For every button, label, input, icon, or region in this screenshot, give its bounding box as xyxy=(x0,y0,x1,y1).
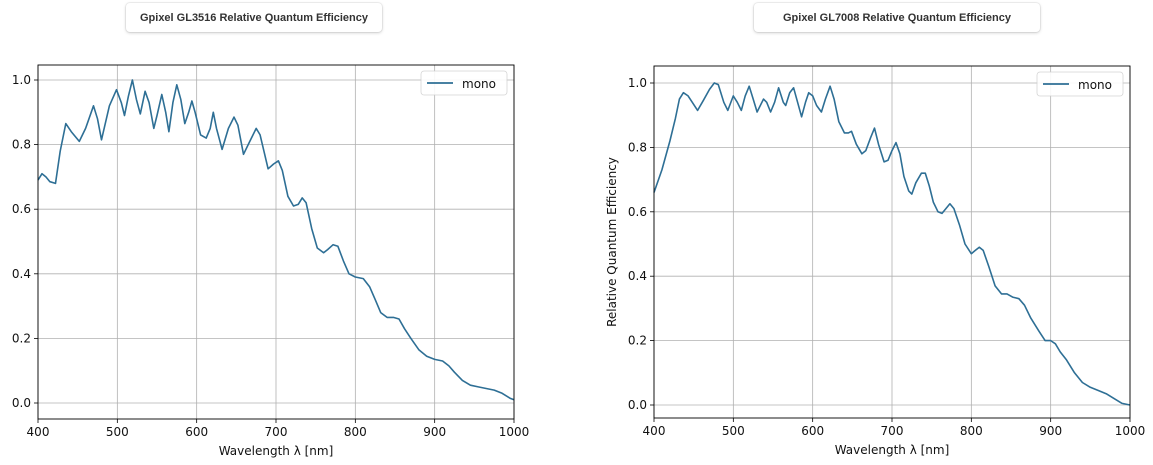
y-tick-label: 0.8 xyxy=(628,140,647,154)
y-tick-label: 0.6 xyxy=(628,205,647,219)
y-tick-label: 0.8 xyxy=(12,138,31,152)
x-axis-label: Wavelength λ [nm] xyxy=(835,443,950,457)
chart-1: 400 500 600 700 800 900 1000 0.0 0.2 0.4 0.6 0.8 1.0… xyxy=(605,65,1146,457)
x-tick-label: 400 xyxy=(643,424,666,438)
chart-title-left: Gpixel GL3516 Relative Quantum Efficienc… xyxy=(126,3,382,32)
legend: mono xyxy=(1036,71,1124,97)
x-tick-label: 600 xyxy=(801,424,824,438)
y-tick-label: 1.0 xyxy=(628,76,647,90)
x-tick-label: 400 xyxy=(27,425,50,439)
x-tick-label: 800 xyxy=(960,424,983,438)
y-tick-label: 1.0 xyxy=(12,73,31,87)
chart-0: 400 500 600 700 800 900 1000 0.0 0.2 0.4 0.6 0.8 1.0… xyxy=(12,64,530,458)
y-tick-label: 0.4 xyxy=(628,269,647,283)
y-tick-label: 0.4 xyxy=(12,267,31,281)
chart-title-right: Gpixel GL7008 Relative Quantum Efficienc… xyxy=(754,3,1040,32)
y-tick-label: 0.6 xyxy=(12,202,31,216)
plot-frame xyxy=(37,64,515,420)
series-line-mono xyxy=(653,82,1131,406)
x-tick-label: 1000 xyxy=(499,425,530,439)
plot-frame xyxy=(653,65,1131,419)
x-tick-label: 700 xyxy=(265,425,288,439)
y-tick-label: 0.0 xyxy=(12,396,31,410)
y-tick-label: 0.2 xyxy=(628,334,647,348)
x-axis-label: Wavelength λ [nm] xyxy=(219,444,334,458)
y-tick-label: 0.2 xyxy=(12,331,31,345)
x-tick-label: 600 xyxy=(185,425,208,439)
x-tick-label: 900 xyxy=(1039,424,1062,438)
legend-box xyxy=(420,70,508,96)
legend-label: mono xyxy=(462,77,496,91)
legend: mono xyxy=(420,70,508,96)
x-tick-label: 1000 xyxy=(1115,424,1146,438)
x-tick-label: 900 xyxy=(423,425,446,439)
y-tick-label: 0.0 xyxy=(628,398,647,412)
x-tick-label: 700 xyxy=(881,424,904,438)
y-axis-label: Relative Quantum Efficiency xyxy=(605,157,619,327)
x-tick-label: 500 xyxy=(722,424,745,438)
x-tick-label: 800 xyxy=(344,425,367,439)
legend-label: mono xyxy=(1078,78,1112,92)
legend-box xyxy=(1036,71,1124,97)
series-line-mono xyxy=(37,79,515,401)
x-tick-label: 500 xyxy=(106,425,129,439)
